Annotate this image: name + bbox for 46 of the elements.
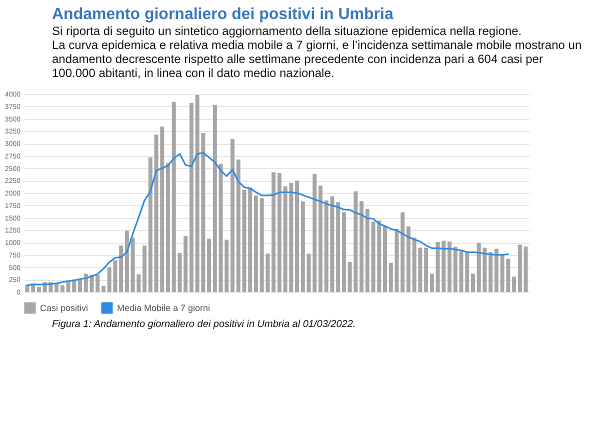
bar — [494, 248, 498, 292]
text: La curva epidemica e relativa media mobile a 7 giorni, e l’incidenza settimanale mobile mostrano un andamento decrescente rispetto alle settimane precedente con incidenza pari a 604 casi per 100.000 abitanti, in linea con il dato medio nazionale. — [52, 38, 583, 80]
bar — [400, 212, 405, 292]
bar — [277, 172, 282, 292]
bar — [54, 284, 59, 292]
bar — [142, 245, 147, 292]
line-series — [26, 152, 509, 286]
bar — [189, 102, 194, 292]
chart-title: Andamento giornaliero dei positivi in Umbria — [52, 6, 394, 24]
bar — [36, 287, 41, 292]
bar — [518, 244, 522, 292]
bar — [524, 246, 528, 292]
bar — [300, 201, 305, 292]
bar — [212, 104, 217, 292]
legend-label: Media Mobile a 7 giorni — [117, 303, 210, 313]
bar — [512, 276, 516, 292]
bar — [453, 246, 458, 292]
bar — [230, 139, 235, 292]
bar — [295, 180, 300, 292]
bar — [207, 238, 212, 292]
bar — [248, 188, 252, 292]
bar — [342, 212, 346, 292]
chart-subtitle: Si riporta di seguito un sintetico aggiornamento della situazione epidemica nella regione. — [52, 24, 523, 38]
bar — [365, 208, 370, 292]
bar — [448, 242, 452, 292]
bar — [406, 226, 410, 292]
bar — [383, 226, 388, 292]
bar — [272, 172, 276, 292]
bar — [166, 163, 170, 292]
text: Figura 1: Andamento giornaliero dei positivi in Umbria al 01/03/2022. — [51, 318, 357, 332]
bar — [60, 285, 64, 292]
bar — [424, 248, 428, 292]
bar — [488, 252, 493, 292]
legend-label: Casi positivi — [40, 303, 88, 313]
bar — [148, 157, 152, 292]
bar — [184, 236, 188, 292]
bar — [119, 245, 124, 292]
bar — [96, 274, 100, 292]
bar — [101, 286, 106, 292]
bar — [360, 201, 364, 292]
bar — [318, 186, 322, 292]
bar — [254, 195, 258, 292]
bar — [124, 230, 129, 292]
bar — [470, 274, 475, 292]
bar — [336, 202, 340, 292]
bar — [430, 274, 434, 292]
